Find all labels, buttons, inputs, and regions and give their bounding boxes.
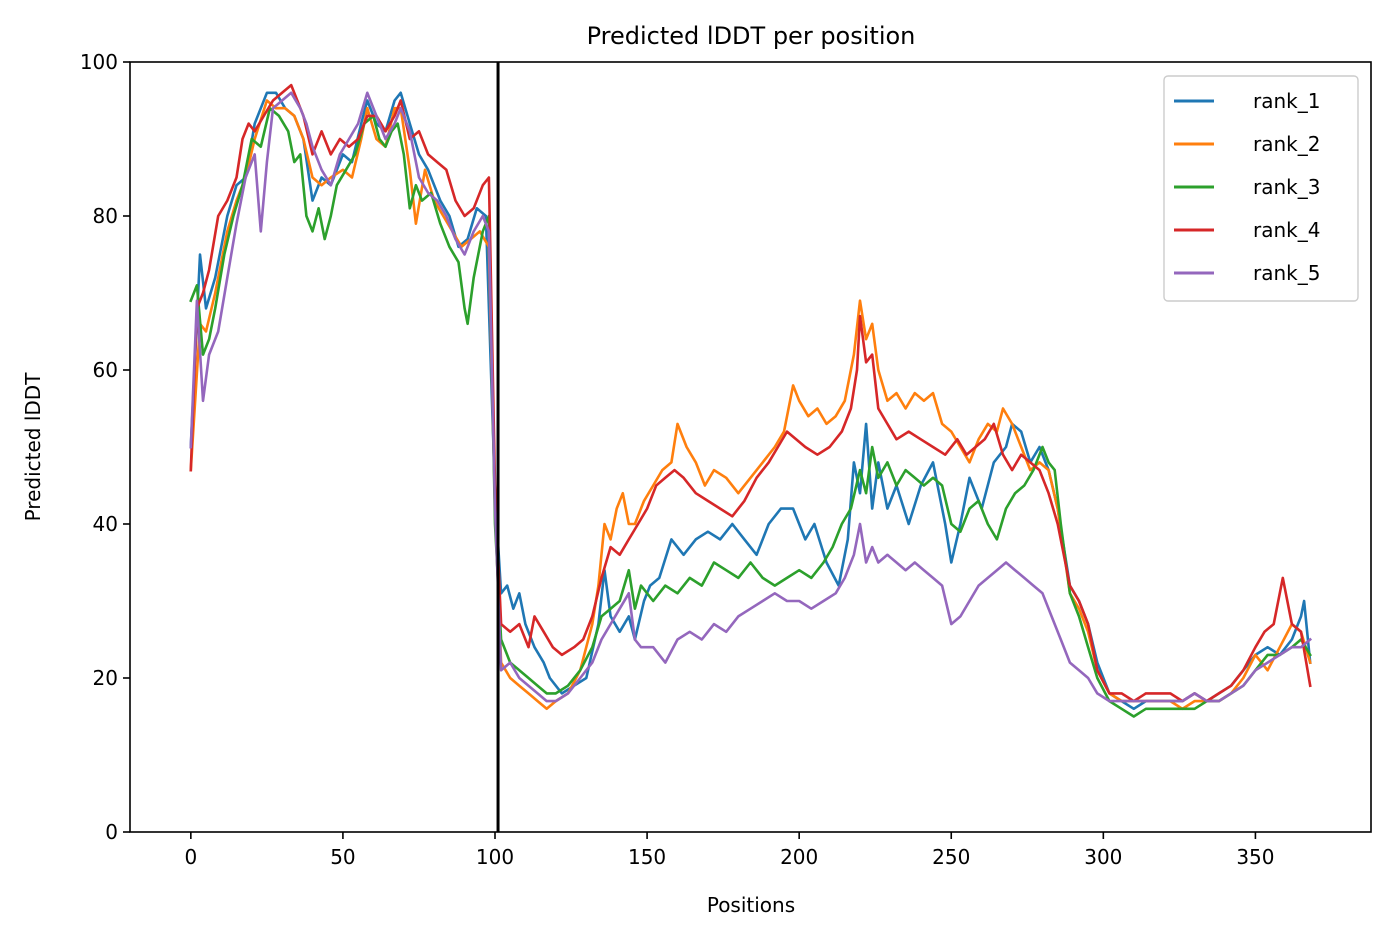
x-tick-label: 300 xyxy=(1084,845,1122,869)
x-tick-label: 100 xyxy=(476,845,514,869)
plot-area xyxy=(189,62,1313,832)
series-line-rank_5 xyxy=(189,91,1313,703)
series-line-rank_4 xyxy=(189,83,1312,703)
x-axis: 0 50 100 150 200 250 300 350 xyxy=(184,832,1275,869)
series-line-rank_3 xyxy=(189,106,1312,718)
legend-box xyxy=(1163,75,1359,302)
legend: rank_1 rank_2 rank_3 rank_4 rank_5 xyxy=(1163,75,1359,302)
y-tick-label: 40 xyxy=(93,512,118,536)
legend-label-rank_3: rank_3 xyxy=(1253,175,1320,199)
y-tick-label: 80 xyxy=(93,204,118,228)
legend-label-rank_5: rank_5 xyxy=(1253,261,1320,285)
legend-label-rank_2: rank_2 xyxy=(1253,132,1320,156)
series-layer xyxy=(189,83,1313,718)
y-tick-label: 0 xyxy=(105,820,118,844)
x-tick-label: 50 xyxy=(330,845,355,869)
x-tick-label: 350 xyxy=(1236,845,1274,869)
series-line-rank_2 xyxy=(189,99,1312,711)
y-axis-title: Predicted lDDT xyxy=(21,372,45,522)
x-tick-label: 0 xyxy=(184,845,197,869)
x-tick-label: 200 xyxy=(780,845,818,869)
chart-title: Predicted lDDT per position xyxy=(587,22,916,50)
y-tick-label: 100 xyxy=(80,50,118,74)
plot-frame xyxy=(129,61,1372,833)
x-axis-title: Positions xyxy=(707,893,795,917)
x-tick-label: 150 xyxy=(628,845,666,869)
y-tick-label: 20 xyxy=(93,666,118,690)
legend-label-rank_1: rank_1 xyxy=(1253,89,1320,113)
y-axis: 0 20 40 60 80 100 xyxy=(80,50,130,844)
y-tick-label: 60 xyxy=(93,358,118,382)
legend-label-rank_4: rank_4 xyxy=(1253,218,1320,242)
x-tick-label: 250 xyxy=(932,845,970,869)
